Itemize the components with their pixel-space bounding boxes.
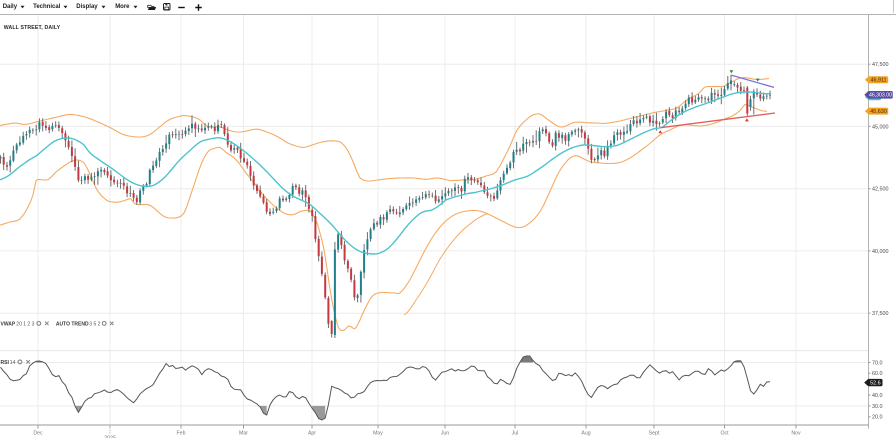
svg-text:Sept: Sept bbox=[649, 431, 660, 437]
svg-text:37,500: 37,500 bbox=[872, 311, 889, 317]
svg-text:20 1 2 3: 20 1 2 3 bbox=[16, 321, 34, 327]
svg-text:May: May bbox=[373, 431, 383, 437]
svg-text:Mar: Mar bbox=[239, 431, 248, 437]
svg-text:52.6: 52.6 bbox=[870, 381, 881, 387]
svg-text:Feb: Feb bbox=[177, 431, 186, 437]
svg-text:40,000: 40,000 bbox=[872, 249, 889, 255]
svg-text:46,911: 46,911 bbox=[870, 78, 886, 84]
svg-text:Dec: Dec bbox=[33, 431, 43, 437]
svg-text:Aug: Aug bbox=[581, 431, 590, 437]
svg-text:RSI: RSI bbox=[1, 360, 10, 366]
svg-text:Jun: Jun bbox=[441, 431, 449, 437]
svg-text:40.0: 40.0 bbox=[872, 393, 883, 399]
svg-text:AUTO TREND: AUTO TREND bbox=[56, 321, 89, 327]
svg-text:45,630: 45,630 bbox=[870, 109, 887, 115]
svg-text:20.0: 20.0 bbox=[872, 415, 883, 421]
svg-text:46,303.00: 46,303.00 bbox=[869, 93, 892, 99]
svg-text:VWAP: VWAP bbox=[1, 321, 16, 327]
svg-text:42,500: 42,500 bbox=[872, 187, 889, 193]
svg-text:70.0: 70.0 bbox=[872, 360, 883, 366]
svg-text:WALL STREET, DAILY: WALL STREET, DAILY bbox=[4, 25, 61, 31]
svg-text:60.0: 60.0 bbox=[872, 371, 883, 377]
svg-text:30.0: 30.0 bbox=[872, 404, 883, 410]
svg-text:3 5 2: 3 5 2 bbox=[89, 321, 100, 327]
svg-text:14: 14 bbox=[10, 360, 16, 366]
svg-text:47,500: 47,500 bbox=[872, 62, 889, 68]
svg-text:Oct: Oct bbox=[720, 431, 729, 437]
svg-text:Jul: Jul bbox=[512, 431, 519, 437]
svg-text:Apr: Apr bbox=[308, 431, 316, 437]
svg-text:Nov: Nov bbox=[791, 431, 801, 437]
svg-text:45,000: 45,000 bbox=[872, 124, 889, 130]
